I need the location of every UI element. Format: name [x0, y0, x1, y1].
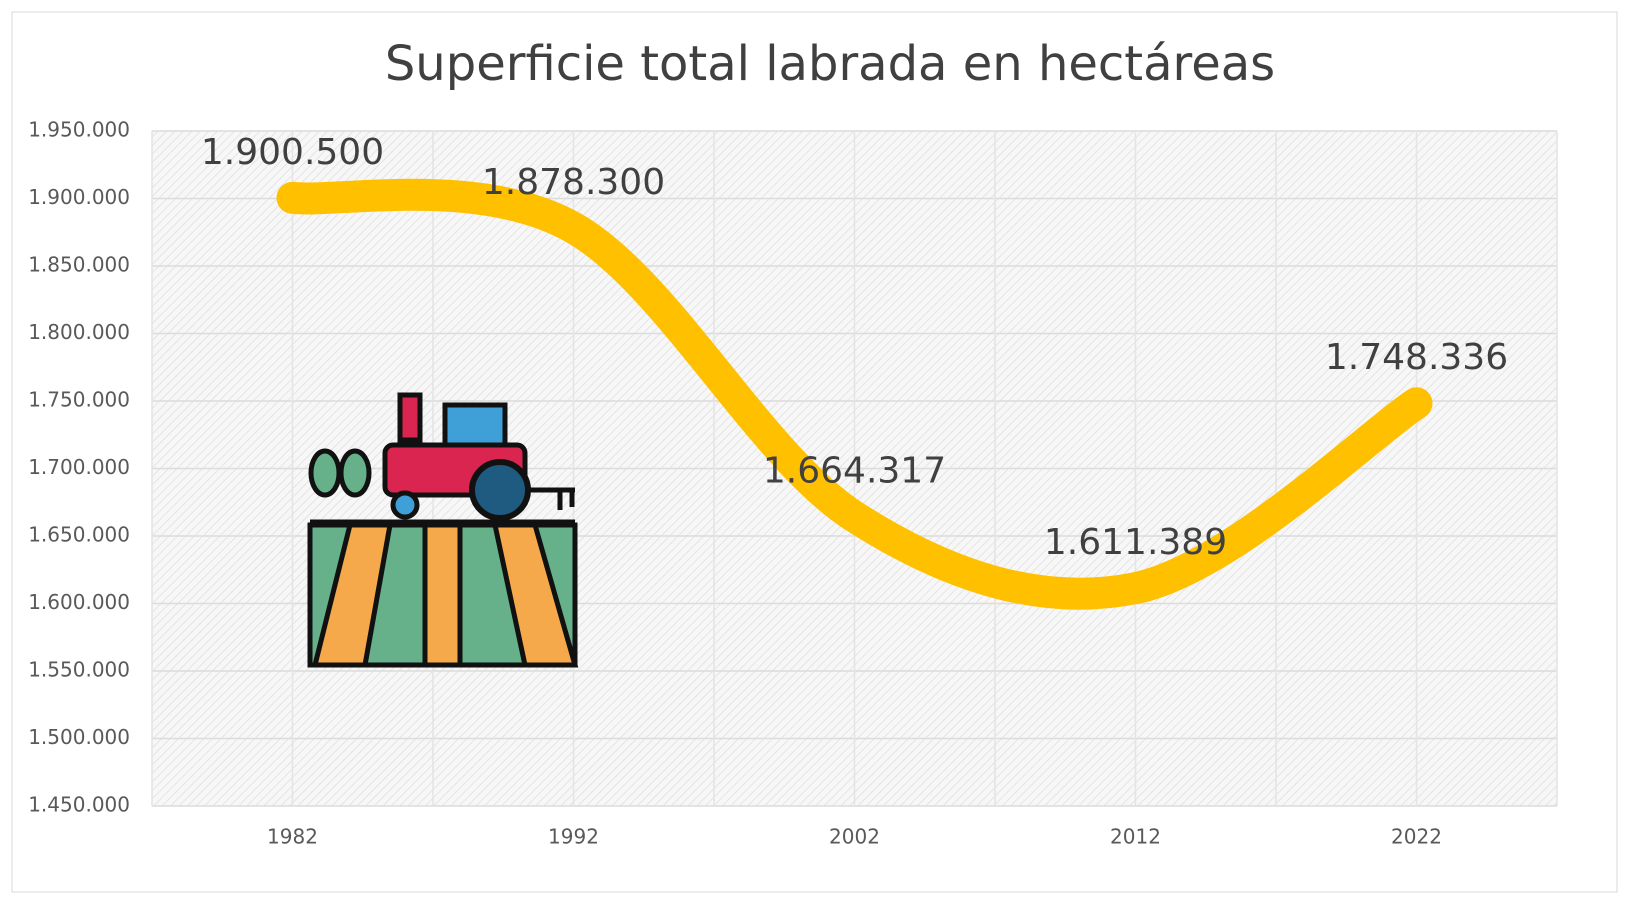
- data-label: 1.878.300: [482, 162, 665, 203]
- data-label: 1.900.500: [201, 132, 384, 173]
- y-tick-label: 1.650.000: [28, 523, 130, 547]
- x-tick-label: 1992: [548, 825, 599, 849]
- y-tick-label: 1.800.000: [28, 320, 130, 344]
- y-tick-label: 1.550.000: [28, 658, 130, 682]
- chart-title: Superficie total labrada en hectáreas: [385, 36, 1275, 92]
- chart: Superficie total labrada en hectáreas 1.…: [0, 0, 1627, 899]
- x-tick-label: 1982: [267, 825, 318, 849]
- x-tick-label: 2012: [1110, 825, 1161, 849]
- data-label: 1.664.317: [763, 451, 946, 492]
- y-tick-label: 1.500.000: [28, 725, 130, 749]
- y-tick-label: 1.900.000: [28, 185, 130, 209]
- x-tick-label: 2002: [829, 825, 880, 849]
- data-label: 1.748.336: [1325, 337, 1508, 378]
- y-tick-label: 1.700.000: [28, 455, 130, 479]
- data-label: 1.611.389: [1044, 522, 1227, 563]
- y-tick-label: 1.450.000: [28, 793, 130, 817]
- y-tick-label: 1.950.000: [28, 118, 130, 142]
- y-tick-label: 1.750.000: [28, 388, 130, 412]
- x-tick-label: 2022: [1391, 825, 1442, 849]
- y-tick-label: 1.600.000: [28, 590, 130, 614]
- y-tick-label: 1.850.000: [28, 253, 130, 277]
